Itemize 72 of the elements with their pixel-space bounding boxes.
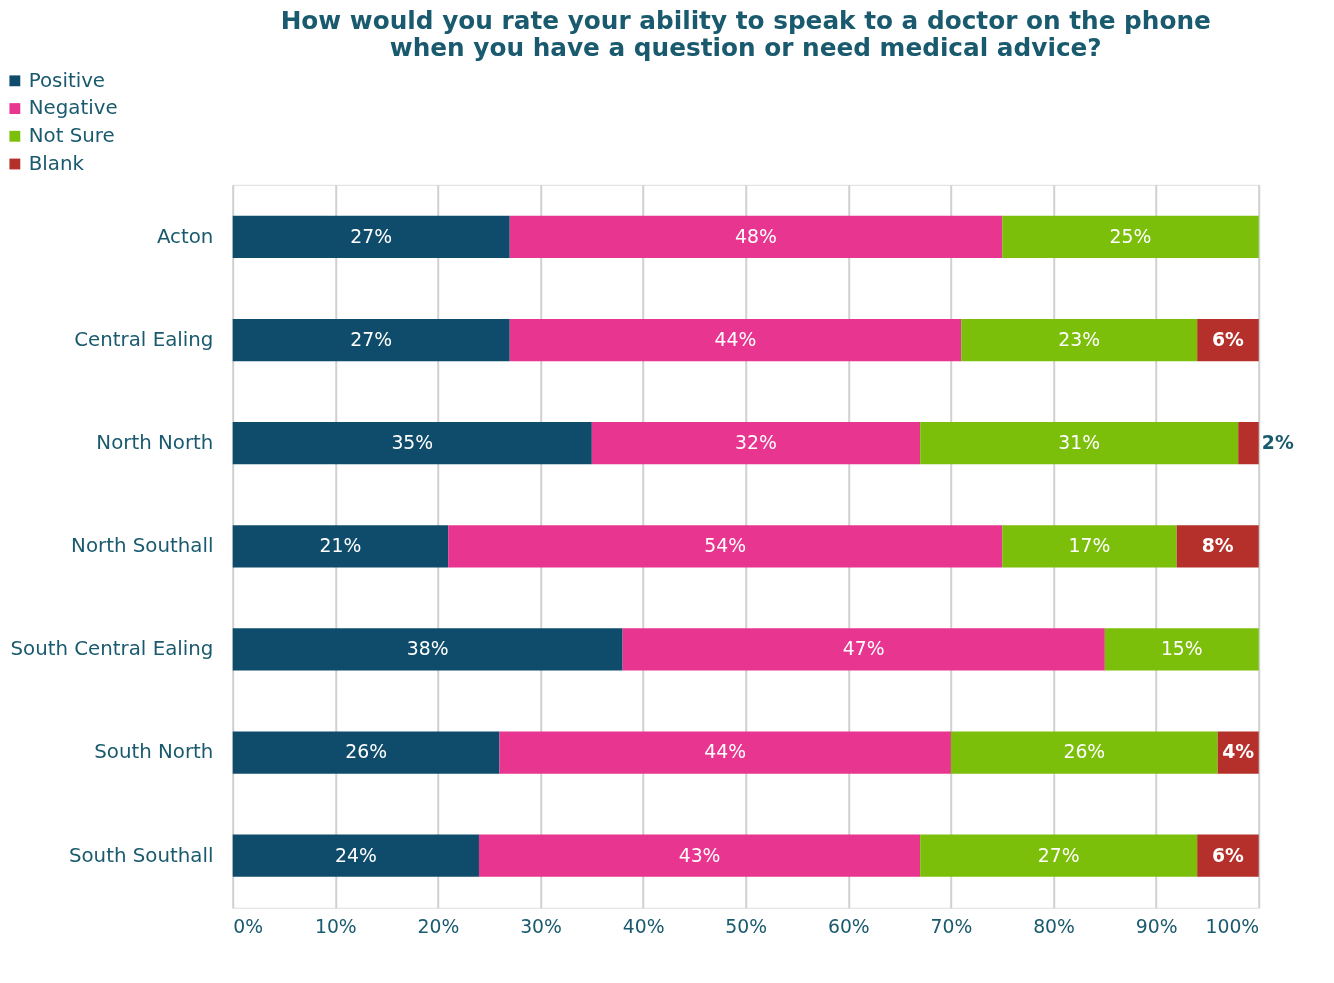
data-label: 17% [1068, 535, 1111, 557]
x-tick-label: 60% [827, 916, 870, 938]
data-label: 8% [1201, 535, 1234, 557]
bar [232, 731, 500, 774]
x-tick-label: 40% [622, 916, 665, 938]
bar [920, 834, 1198, 877]
x-tick-label: 20% [417, 916, 460, 938]
data-label: 27% [350, 225, 393, 247]
x-tick-label: 100% [1205, 916, 1260, 938]
bar [232, 422, 592, 465]
bar [478, 834, 921, 877]
bar [1176, 525, 1259, 568]
data-label: 4% [1222, 741, 1255, 763]
data-label: 44% [704, 741, 747, 763]
data-label: 6% [1211, 328, 1245, 350]
legend-label: Blank [28, 151, 85, 175]
bar [961, 318, 1198, 362]
bar [232, 525, 449, 568]
bar [1002, 215, 1259, 259]
bar [232, 318, 510, 362]
bar [499, 731, 951, 774]
y-tick-label: North North [96, 431, 214, 455]
x-tick-label: 30% [520, 916, 562, 938]
data-label: 27% [1037, 844, 1080, 866]
data-label: 31% [1058, 432, 1101, 454]
y-tick-label: Acton [156, 224, 214, 248]
data-label: 23% [1058, 328, 1101, 350]
bar [448, 525, 1003, 568]
legend-label: Negative [28, 96, 118, 120]
chart-title: How would you rate your ability to speak to a doctor on the phone when you have a question or need medical advice? [280, 6, 1211, 63]
data-label: 38% [406, 638, 449, 660]
bar [591, 422, 921, 465]
data-label: 47% [842, 638, 885, 660]
data-label: 27% [350, 328, 393, 350]
bar [920, 422, 1239, 465]
data-label: 48% [735, 225, 777, 247]
data-label: 43% [678, 844, 721, 866]
bar [1104, 628, 1259, 671]
bar [1238, 422, 1259, 465]
x-tick-label: 80% [1033, 916, 1075, 938]
x-tick-label: 70% [930, 916, 973, 938]
bar [232, 834, 479, 877]
data-label: 2% [1261, 432, 1294, 454]
x-tick-label: 90% [1135, 916, 1178, 938]
y-tick-label: South Central Ealing [10, 637, 214, 661]
bar [622, 628, 1105, 671]
x-tick-label: 10% [314, 916, 357, 938]
data-label: 26% [345, 741, 387, 763]
x-tick-label: 50% [725, 916, 768, 938]
bar [509, 215, 1003, 259]
bar [232, 215, 510, 259]
data-label: 24% [334, 844, 377, 866]
x-tick-label: 0% [233, 916, 264, 938]
data-label: 32% [735, 432, 777, 454]
bar [232, 628, 623, 671]
y-tick-label: North Southall [71, 534, 214, 558]
data-label: 44% [714, 328, 757, 350]
bar [509, 318, 962, 362]
data-label: 6% [1211, 844, 1245, 866]
legend-label: Not Sure [28, 124, 115, 148]
legend-label: Positive [28, 68, 106, 92]
data-label: 35% [391, 432, 434, 454]
y-tick-label: South North [94, 740, 214, 764]
data-label: 25% [1109, 225, 1152, 247]
data-label: 15% [1160, 638, 1203, 660]
data-label: 26% [1063, 741, 1106, 763]
y-tick-label: South Southall [68, 843, 214, 867]
bar [1002, 525, 1177, 568]
data-label: 54% [704, 535, 747, 557]
bar [950, 731, 1218, 774]
data-label: 21% [319, 535, 362, 557]
y-tick-label: Central Ealing [74, 327, 214, 351]
